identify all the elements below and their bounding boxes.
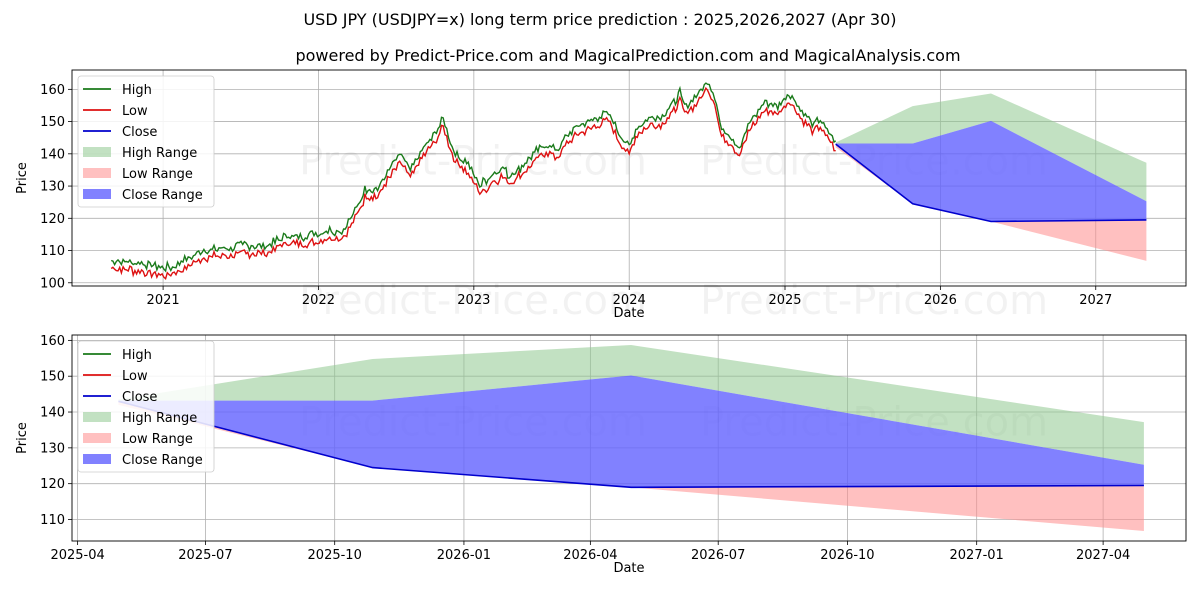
y-axis-label: Price xyxy=(15,422,30,454)
y-tick-label: 150 xyxy=(40,370,65,385)
y-tick-label: 120 xyxy=(40,212,65,227)
x-tick-label: 2025 xyxy=(768,293,801,308)
legend-label: Close xyxy=(122,125,157,140)
chart-title: USD JPY (USDJPY=x) long term price predi… xyxy=(303,10,897,29)
x-tick-label: 2023 xyxy=(457,293,490,308)
legend-swatch-patch xyxy=(83,454,111,464)
x-tick-label: 2021 xyxy=(147,293,180,308)
x-tick-label: 2025-04 xyxy=(50,548,104,563)
legend-swatch-patch xyxy=(83,147,111,157)
x-tick-label: 2026 xyxy=(924,293,957,308)
legend-label: High xyxy=(122,348,152,363)
legend-label: Close Range xyxy=(122,453,203,468)
x-tick-label: 2025-07 xyxy=(178,548,232,563)
x-tick-label: 2026-07 xyxy=(691,548,745,563)
legend-label: Low xyxy=(122,369,148,384)
y-tick-label: 130 xyxy=(40,180,65,195)
x-tick-label: 2022 xyxy=(302,293,335,308)
x-tick-label: 2027 xyxy=(1079,293,1112,308)
x-tick-label: 2024 xyxy=(613,293,646,308)
series-line-close xyxy=(118,400,1144,489)
legend-box xyxy=(77,75,215,208)
close-range-area xyxy=(118,375,1144,488)
legend-box xyxy=(77,340,215,473)
legend: High Low Close High Range Low Range Close Ran… xyxy=(77,75,215,208)
x-tick-label: 2026-10 xyxy=(820,548,874,563)
low-range-area xyxy=(118,401,1144,531)
y-tick-label: 130 xyxy=(40,441,65,456)
legend-label: High Range xyxy=(122,146,197,161)
series-line-low xyxy=(110,86,836,280)
legend-label: Close Range xyxy=(122,188,203,203)
legend-label: Low xyxy=(122,104,148,119)
legend-label: High Range xyxy=(122,411,197,426)
high-range-area xyxy=(118,345,1144,465)
axes-frame xyxy=(71,334,1187,542)
plot-area xyxy=(110,82,1147,280)
x-tick-label: 2025-10 xyxy=(308,548,362,563)
legend-label: Low Range xyxy=(122,432,193,447)
legend-swatch-patch xyxy=(83,189,111,199)
watermark-text: Predict-Price.com xyxy=(700,278,1048,324)
y-tick-label: 160 xyxy=(40,334,65,349)
plot-area xyxy=(118,345,1144,531)
chart-panel-top: 100 110 120 130 140 150 160 2021 2022 2023 2024 202… xyxy=(15,69,1187,321)
legend-swatch-patch xyxy=(83,433,111,443)
x-tick-label: 2026-04 xyxy=(563,548,617,563)
legend-label: Low Range xyxy=(122,167,193,182)
y-tick-label: 120 xyxy=(40,477,65,492)
y-axis-label: Price xyxy=(15,162,30,194)
watermark-text: Predict-Price.com xyxy=(299,278,647,324)
y-tick-label: 110 xyxy=(40,244,65,259)
x-tick-label: 2026-01 xyxy=(437,548,491,563)
legend-label: Close xyxy=(122,390,157,405)
close-range-area xyxy=(835,120,1147,222)
high-range-area xyxy=(835,93,1147,202)
y-tick-label: 110 xyxy=(40,513,65,528)
legend-swatch-patch xyxy=(83,412,111,422)
y-tick-label: 140 xyxy=(40,406,65,421)
x-axis-label: Date xyxy=(613,561,644,576)
y-tick-label: 150 xyxy=(40,115,65,130)
x-tick-label: 2027-04 xyxy=(1076,548,1130,563)
chart-panel-bottom: 110 120 130 140 150 160 2025-04 2025-07 2025-10 2… xyxy=(15,334,1187,576)
series-line-close xyxy=(835,143,1147,223)
x-tick-label: 2027-01 xyxy=(950,548,1004,563)
watermark-text: Predict-Price.com xyxy=(299,139,647,185)
y-tick-label: 140 xyxy=(40,147,65,162)
chart-subtitle: powered by Predict-Price.com and Magical… xyxy=(295,46,961,65)
axes-frame xyxy=(71,69,1187,287)
legend-swatch-patch xyxy=(83,168,111,178)
legend-label: High xyxy=(122,83,152,98)
x-axis-label: Date xyxy=(613,306,644,321)
low-range-area xyxy=(835,144,1147,261)
y-tick-label: 100 xyxy=(40,276,65,291)
series-line-high xyxy=(110,82,837,273)
legend: High Low Close High Range Low Range Close Ran… xyxy=(77,340,215,473)
y-tick-label: 160 xyxy=(40,83,65,98)
